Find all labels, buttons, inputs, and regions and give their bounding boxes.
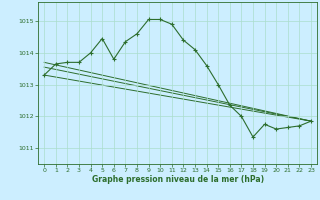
X-axis label: Graphe pression niveau de la mer (hPa): Graphe pression niveau de la mer (hPa) bbox=[92, 175, 264, 184]
